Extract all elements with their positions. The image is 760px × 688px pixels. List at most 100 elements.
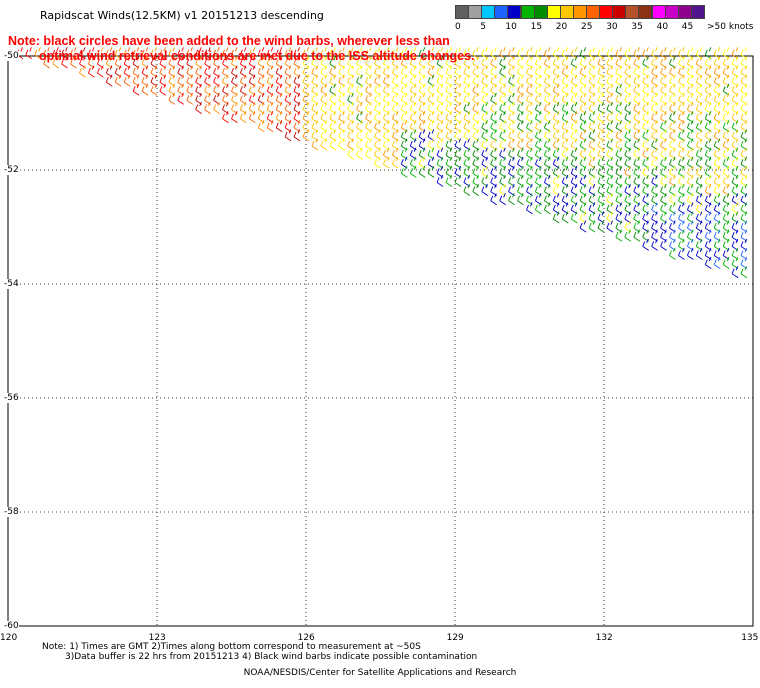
- footnote: Note: 1) Times are GMT 2)Times along bot…: [42, 642, 477, 662]
- longitude-tick-label: 126: [297, 633, 315, 643]
- wind-barb: [731, 266, 739, 279]
- altitude-note-line2: optimal wind retrieval conditions are me…: [39, 49, 475, 63]
- wind-barb: [624, 229, 632, 242]
- wind-barb: [374, 156, 381, 169]
- wind-barb: [293, 129, 301, 142]
- wind-barb: [534, 202, 542, 215]
- colorbar-segment: [546, 5, 561, 19]
- wind-barb: [499, 193, 506, 206]
- latitude-tick-label: -58: [4, 507, 19, 517]
- wind-barb: [61, 56, 68, 69]
- latitude-tick-label: -50: [4, 51, 19, 61]
- colorbar-segment: [507, 5, 522, 19]
- colorbar-segment: [612, 5, 627, 19]
- colorbar-label: 0: [455, 22, 461, 32]
- wind-barb: [391, 156, 399, 169]
- wind-barb: [615, 229, 623, 242]
- wind-barb: [284, 129, 292, 142]
- colorbar-segment: [481, 5, 496, 19]
- wind-barb: [713, 256, 721, 269]
- wind-barb: [34, 47, 42, 60]
- colorbar-label: 25: [581, 22, 593, 32]
- longitude-tick-label: 123: [148, 633, 166, 643]
- wind-barb: [79, 65, 86, 78]
- wind-barb: [257, 120, 265, 133]
- longitude-tick-label: 132: [595, 633, 613, 643]
- wind-barb: [463, 183, 471, 196]
- colorbar-segment: [651, 5, 666, 19]
- wind-barb: [561, 211, 569, 224]
- colorbar-segment: [533, 5, 548, 19]
- wind-barbs: [16, 47, 748, 279]
- latitude-tick-label: -54: [4, 279, 19, 289]
- wind-barb: [213, 101, 220, 114]
- wind-barb: [695, 247, 703, 260]
- wind-barb: [195, 101, 202, 114]
- colorbar-label: 20: [555, 22, 568, 32]
- wind-barb: [597, 220, 605, 233]
- colorbar-segment: [455, 5, 470, 19]
- plot-frame: [7, 55, 754, 627]
- wind-barb: [266, 120, 274, 133]
- wind-barb: [633, 229, 641, 242]
- wind-barb: [320, 138, 328, 151]
- wind-barb: [588, 220, 596, 233]
- footnote-line1: Note: 1) Times are GMT 2)Times along bot…: [42, 642, 421, 652]
- wind-barb: [177, 92, 185, 105]
- wind-barb: [43, 56, 50, 69]
- wind-barb: [365, 147, 372, 160]
- colorbar-label: 10: [505, 22, 517, 32]
- wind-barb: [642, 238, 649, 251]
- wind-barb: [481, 183, 489, 196]
- wind-barb: [132, 83, 140, 96]
- wind-barb: [660, 238, 667, 251]
- colorbar-segment: [599, 5, 614, 19]
- wind-barb: [382, 156, 390, 169]
- altitude-note: Note: black circles have been added to t…: [8, 34, 475, 64]
- colorbar-segment: [677, 5, 692, 19]
- wind-barb: [222, 111, 229, 124]
- longitude-tick-label: 135: [741, 633, 759, 643]
- latitude-tick-label: -52: [4, 165, 19, 175]
- wind-barb: [231, 111, 238, 124]
- wind-barb: [141, 83, 149, 96]
- wind-barb: [543, 202, 551, 215]
- wind-barb: [606, 220, 614, 233]
- wind-barb: [123, 74, 131, 87]
- wind-barb: [70, 56, 77, 69]
- colorbar-label: 30: [606, 22, 618, 32]
- wind-barb: [186, 92, 194, 105]
- wind-barb: [159, 83, 167, 96]
- footnote-line2: 3)Data buffer is 22 hrs from 20151213 4)…: [65, 652, 478, 662]
- wind-barb: [105, 74, 113, 87]
- wind-barb: [356, 147, 363, 160]
- wind-barb: [445, 174, 453, 187]
- wind-barb: [329, 138, 337, 151]
- latitude-tick-label: -56: [4, 393, 19, 403]
- wind-barb: [275, 120, 283, 133]
- colorbar-label: 5: [480, 22, 486, 32]
- longitude-tick-label: 129: [446, 633, 464, 643]
- colorbar-label: >50 knots: [707, 22, 754, 32]
- wind-barb: [686, 247, 694, 260]
- lat-lon-grid: [8, 56, 753, 626]
- colorbar-segment: [572, 5, 587, 19]
- wind-barb: [150, 83, 158, 96]
- colorbar-segment: [468, 5, 483, 19]
- colorbar-segment: [625, 5, 640, 19]
- wind-barb: [114, 74, 122, 87]
- wind-barb: [302, 129, 310, 142]
- wind-barb: [409, 165, 417, 178]
- wind-barb: [517, 193, 524, 206]
- altitude-note-line1: Note: black circles have been added to t…: [8, 34, 450, 48]
- colorbar-segment: [586, 5, 601, 19]
- colorbar-label: 45: [681, 22, 694, 32]
- wind-barb: [678, 247, 685, 260]
- wind-barb: [704, 256, 712, 269]
- colorbar-segment: [494, 5, 509, 19]
- wind-barb: [740, 266, 748, 279]
- wind-barb: [508, 193, 515, 206]
- colorbar-label: 35: [631, 22, 643, 32]
- wind-barb: [427, 165, 435, 178]
